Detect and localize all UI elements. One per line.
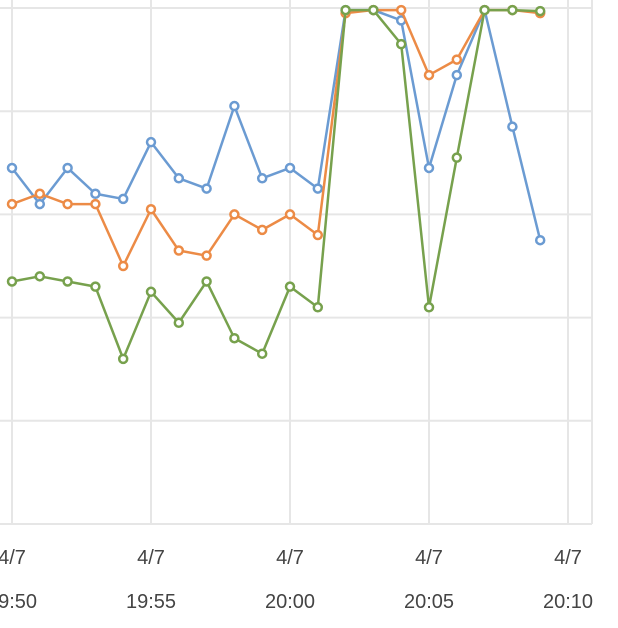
series-line [11,8,541,361]
x-tick-time-label: 19:55 [126,591,176,613]
data-point [117,353,129,365]
data-point [534,234,546,246]
data-point [534,5,546,17]
data-point [229,209,240,220]
series-3 [6,4,546,365]
grid [0,0,593,525]
x-tick-time-label: 20:00 [265,591,315,613]
data-point [284,209,296,220]
data-point [312,183,324,194]
series-2 [6,4,546,272]
data-point [423,302,435,313]
data-point [117,193,129,205]
data-point [368,4,379,16]
data-point [145,136,157,148]
data-point [395,38,407,50]
data-point [117,260,129,272]
data-point [201,250,212,261]
data-point [451,69,463,81]
data-point [451,152,463,163]
data-point [312,229,324,241]
data-point [423,162,435,174]
data-point [201,276,212,287]
data-point [229,100,240,112]
data-point [145,203,157,215]
data-point [451,54,463,65]
data-point [6,276,18,287]
data-point [62,162,73,174]
data-point [395,4,407,16]
data-point [145,286,157,298]
data-point [340,4,351,16]
series-group [6,4,546,365]
series-line [11,8,541,268]
data-point [479,4,490,16]
data-point [173,317,185,329]
x-tick-time-label: 19:50 [0,591,37,613]
x-tick-date-label: 4/7 [276,547,304,569]
data-point [34,198,46,210]
data-point [6,198,18,210]
data-point [229,332,240,344]
data-point [284,281,296,292]
x-tick-date-label: 4/7 [554,547,582,569]
series-1 [6,4,546,246]
data-point [6,162,18,174]
data-point [34,271,46,282]
data-point [173,173,185,184]
data-point [256,348,268,359]
x-axis-ticks: 4/7 19:50 4/7 19:55 4/7 20:00 4/7 20:05 4/7 20:10 [0,547,593,613]
data-point [90,198,101,210]
x-tick-time-label: 20:05 [404,591,454,613]
data-point [201,183,212,194]
data-point [256,224,268,236]
data-point [284,162,296,174]
data-point [423,69,435,81]
data-point [90,281,101,292]
data-point [90,188,101,200]
data-point [256,173,268,184]
data-point [62,276,73,287]
data-point [62,198,73,210]
data-point [507,4,518,16]
data-point [173,245,185,256]
x-tick-time-label: 20:10 [543,591,593,613]
data-point [312,302,324,313]
x-tick-date-label: 4/7 [0,547,26,569]
x-tick-date-label: 4/7 [415,547,443,569]
data-point [507,121,518,132]
x-tick-date-label: 4/7 [137,547,165,569]
data-point [34,188,46,200]
